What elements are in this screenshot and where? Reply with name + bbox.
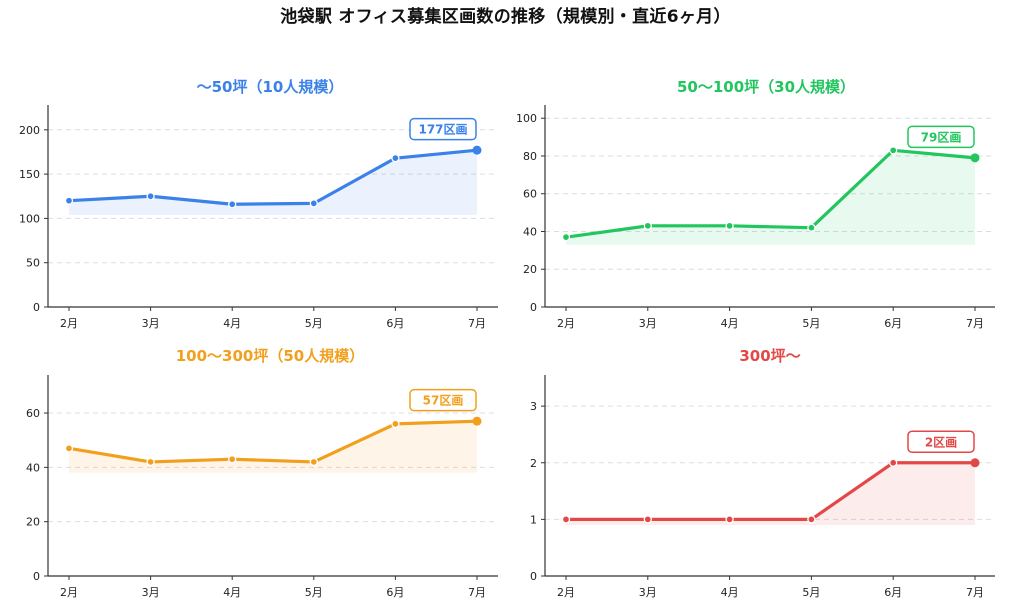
data-point: [643, 221, 652, 230]
data-point: [228, 200, 237, 209]
x-tick-label: 3月: [639, 317, 657, 330]
data-point: [807, 223, 816, 232]
y-tick-label: 60: [26, 407, 40, 420]
y-tick-label: 20: [523, 263, 537, 276]
data-point: [725, 515, 734, 524]
series-line: [564, 461, 977, 521]
y-tick-label: 80: [523, 150, 537, 163]
series-line: [67, 148, 479, 206]
data-point: [146, 192, 155, 201]
y-tick-label: 3: [530, 400, 537, 413]
x-tick-label: 4月: [223, 317, 241, 330]
y-tick-label: 0: [33, 301, 40, 314]
data-point: [472, 145, 482, 155]
x-tick-label: 6月: [386, 317, 404, 330]
x-tick-label: 6月: [884, 317, 902, 330]
chart-title: 〜50坪（10人規模）: [197, 78, 344, 96]
data-point: [889, 146, 898, 155]
data-point: [561, 515, 571, 524]
y-tick-label: 2: [530, 457, 537, 470]
data-point: [561, 232, 571, 242]
data-point: [391, 419, 400, 429]
value-badge: [409, 388, 477, 412]
data-point: [472, 416, 482, 426]
y-tick-label: 1: [530, 513, 537, 526]
y-tick-label: 100: [516, 112, 537, 125]
value-badge: [907, 125, 975, 149]
series-line: [564, 148, 977, 239]
chart-title: 50〜100坪（30人規模）: [677, 78, 855, 96]
data-point: [643, 515, 652, 524]
data-point: [64, 196, 74, 205]
x-tick-label: 6月: [386, 586, 404, 599]
y-tick-label: 200: [19, 124, 40, 137]
chart-title: 100〜300坪（50人規模）: [176, 347, 365, 365]
x-tick-label: 6月: [884, 586, 902, 599]
value-badge-label: 2区画: [925, 435, 957, 449]
y-tick-label: 20: [26, 516, 40, 529]
data-point: [970, 458, 980, 468]
x-tick-label: 3月: [142, 586, 160, 599]
y-tick-label: 40: [523, 225, 537, 238]
x-tick-label: 2月: [557, 317, 575, 330]
data-point: [146, 457, 155, 467]
data-point: [391, 154, 400, 163]
y-tick-label: 150: [19, 168, 40, 181]
data-point: [970, 153, 980, 163]
y-tick-label: 0: [530, 301, 537, 314]
x-tick-label: 5月: [802, 317, 820, 330]
data-point: [309, 199, 318, 208]
data-point: [889, 458, 898, 467]
x-tick-label: 5月: [802, 586, 820, 599]
y-tick-label: 0: [530, 570, 537, 583]
x-tick-label: 2月: [60, 586, 78, 599]
data-point: [807, 515, 816, 524]
x-tick-label: 4月: [721, 317, 739, 330]
chart-title: 300坪〜: [739, 347, 800, 365]
data-point: [309, 457, 318, 467]
x-tick-label: 3月: [142, 317, 160, 330]
series-area: [566, 462, 975, 526]
x-tick-label: 7月: [966, 317, 984, 330]
data-point: [228, 455, 237, 464]
value-badge-label: 79区画: [921, 130, 962, 144]
x-tick-label: 3月: [639, 586, 657, 599]
x-tick-label: 7月: [468, 586, 486, 599]
x-tick-label: 2月: [60, 317, 78, 330]
value-badge-label: 177区画: [418, 123, 467, 137]
x-tick-label: 7月: [468, 317, 486, 330]
data-point: [725, 221, 734, 230]
x-tick-label: 5月: [305, 586, 323, 599]
x-tick-label: 5月: [305, 317, 323, 330]
y-tick-label: 60: [523, 188, 537, 201]
x-tick-label: 4月: [721, 586, 739, 599]
y-tick-label: 50: [26, 257, 40, 270]
series-line: [67, 419, 479, 464]
data-point: [64, 444, 74, 453]
value-badge-label: 57区画: [423, 394, 464, 408]
x-tick-label: 2月: [557, 586, 575, 599]
value-badge: [409, 117, 477, 141]
value-badge: [907, 430, 975, 454]
x-tick-label: 7月: [966, 586, 984, 599]
main-title: 池袋駅 オフィス募集区画数の推移（規模別・直近6ヶ月）: [280, 7, 731, 27]
x-tick-label: 4月: [223, 586, 241, 599]
y-tick-label: 100: [19, 212, 40, 225]
series-area: [566, 150, 975, 245]
y-tick-label: 0: [33, 570, 40, 583]
y-tick-label: 40: [26, 461, 40, 474]
